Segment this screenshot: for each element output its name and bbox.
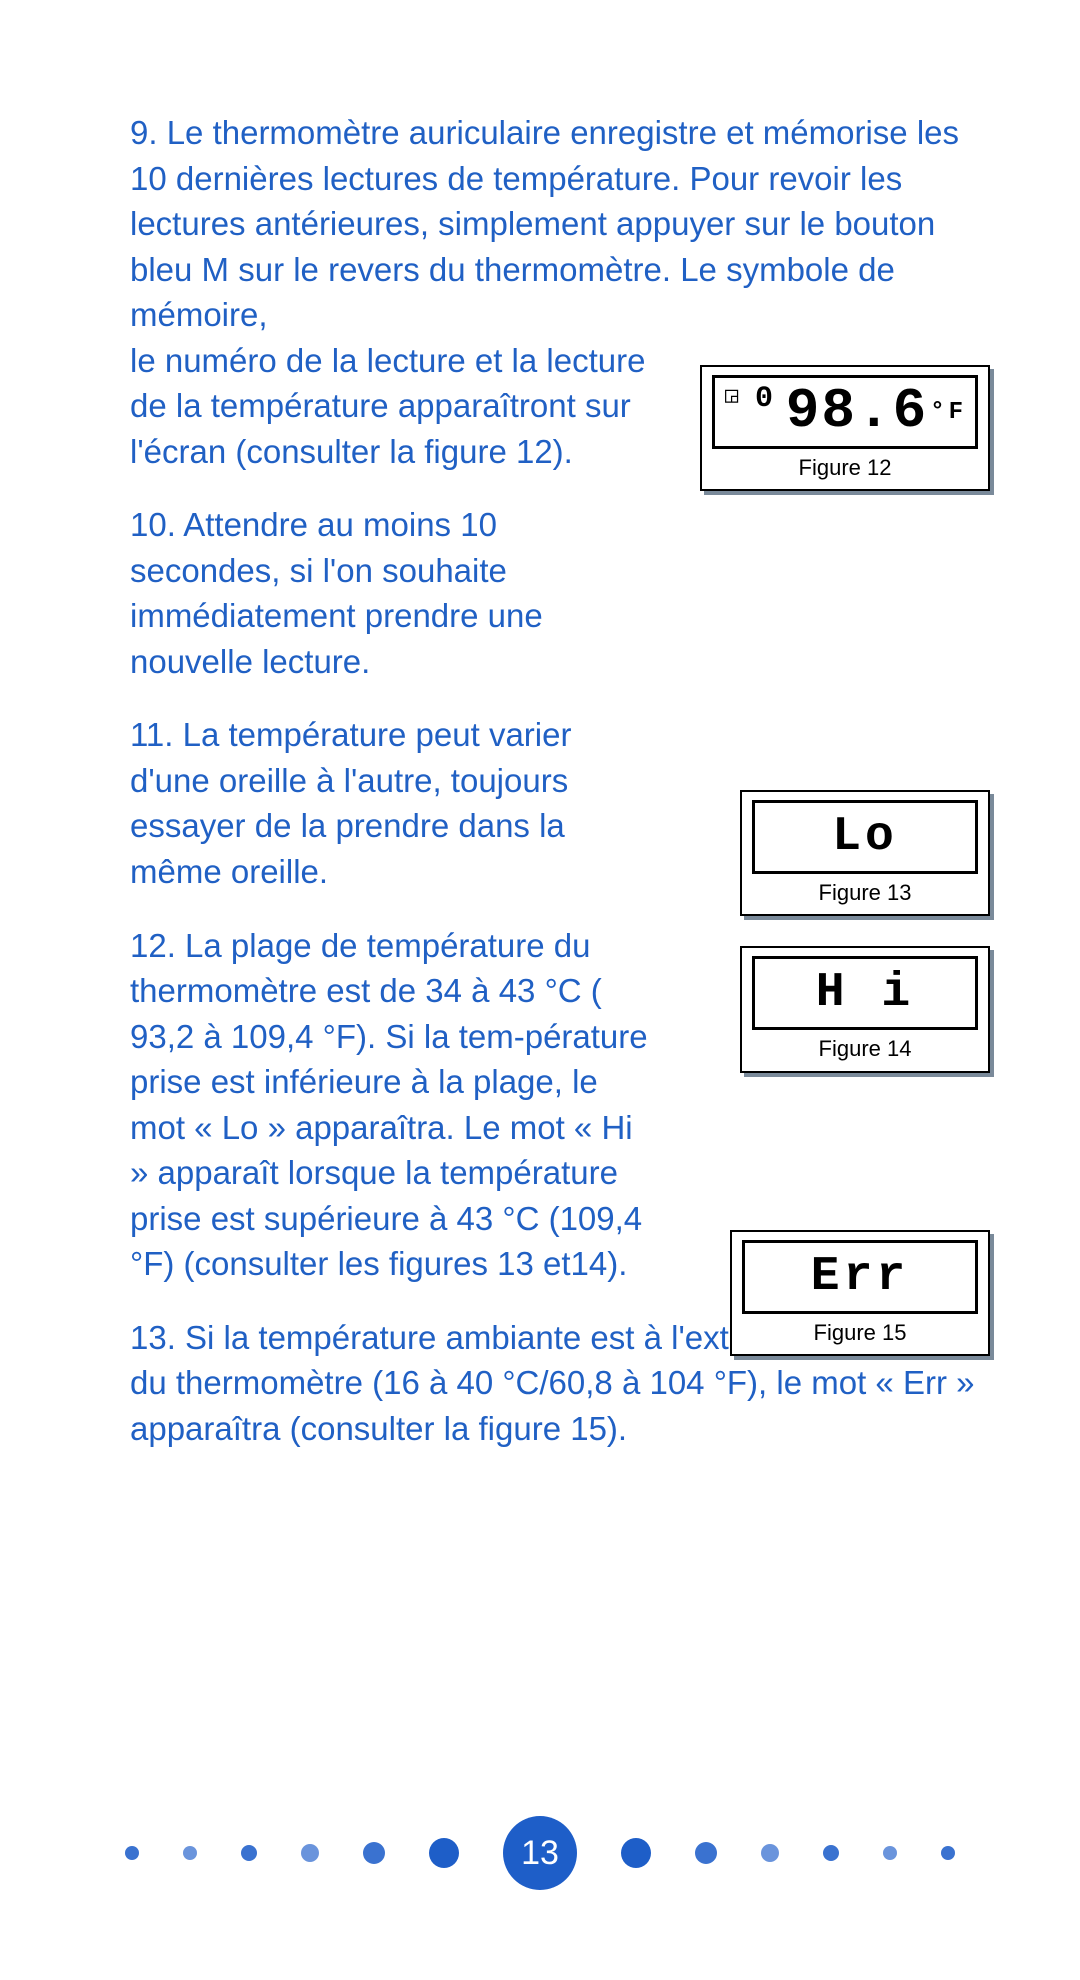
figure-caption: Figure 14	[752, 1034, 978, 1064]
figure-12: ◲ 0 98.6 °F Figure 12	[700, 365, 990, 491]
pager-dot	[695, 1842, 717, 1864]
figure-caption: Figure 12	[712, 453, 978, 483]
paragraph-12: 12. La plage de température du thermomèt…	[130, 923, 660, 1287]
figure-13-14-container: Lo Figure 13 H i Figure 14	[700, 790, 990, 1113]
figure-15-container: Err Figure 15	[700, 1230, 990, 1396]
pager-dot	[301, 1844, 319, 1862]
paragraph-9a: 9. Le thermomètre auriculaire enregistre…	[130, 110, 990, 338]
figure-caption: Figure 13	[752, 878, 978, 908]
pager-dot	[823, 1845, 839, 1861]
pager-dot	[761, 1844, 779, 1862]
pager-dot	[429, 1838, 459, 1868]
lcd-display-13: Lo	[752, 800, 978, 874]
temperature-unit: °F	[930, 396, 967, 429]
temperature-reading: 98.6	[786, 373, 928, 450]
page-indicator: 13	[0, 1816, 1080, 1890]
page-number: 13	[503, 1816, 577, 1890]
pager-dot	[125, 1846, 139, 1860]
lcd-display-14: H i	[752, 956, 978, 1030]
paragraph-9b: le numéro de la lecture et la lecture de…	[130, 338, 670, 475]
memory-icon: ◲	[725, 386, 742, 408]
paragraph-10: 10. Attendre au moins 10 secondes, si l'…	[130, 502, 610, 684]
lcd-display-12: ◲ 0 98.6 °F	[712, 375, 978, 449]
paragraph-11: 11. La température peut varier d'une ore…	[130, 712, 630, 894]
pager-dot	[241, 1845, 257, 1861]
figure-caption: Figure 15	[742, 1318, 978, 1348]
lcd-text: Lo	[832, 804, 898, 870]
page-content: ◲ 0 98.6 °F Figure 12 Lo Figure 13 H i F…	[130, 110, 990, 1451]
pager-dot	[621, 1838, 651, 1868]
lcd-text: H i	[816, 960, 914, 1026]
pager-dot	[183, 1846, 197, 1860]
figure-12-container: ◲ 0 98.6 °F Figure 12	[700, 365, 990, 531]
memory-number: 0	[755, 384, 777, 414]
pager-dot	[883, 1846, 897, 1860]
pager-dot	[363, 1842, 385, 1864]
figure-14: H i Figure 14	[740, 946, 990, 1072]
figure-13: Lo Figure 13	[740, 790, 990, 916]
lcd-display-15: Err	[742, 1240, 978, 1314]
pager-dot	[941, 1846, 955, 1860]
figure-15: Err Figure 15	[730, 1230, 990, 1356]
lcd-text: Err	[811, 1244, 909, 1310]
